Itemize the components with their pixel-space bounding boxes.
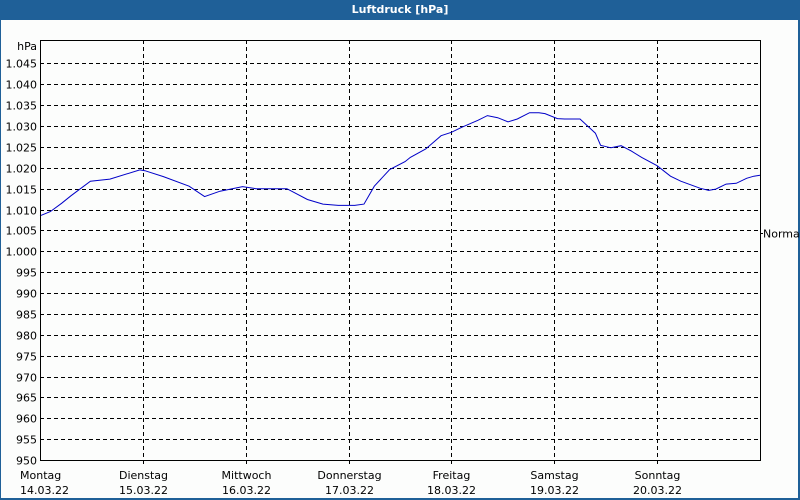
plot-frame bbox=[40, 40, 761, 461]
x-tick-date-label: 16.03.22 bbox=[222, 484, 271, 497]
x-axis-ticks: Montag 14.03.22 Dienstag 15.03.22 Mittwoch 16… bbox=[20, 469, 682, 497]
y-tick-label: 1.005 bbox=[6, 225, 38, 238]
normal-reference-marker: Normal bbox=[760, 228, 800, 241]
y-tick-label: 990 bbox=[16, 288, 37, 301]
grid-lines bbox=[40, 40, 760, 464]
y-tick-label: 950 bbox=[16, 455, 37, 468]
y-axis-ticks: 1.045 1.040 1.035 1.030 1.025 1.020 1.015 1.010… bbox=[6, 58, 38, 468]
y-tick-label: 985 bbox=[16, 309, 37, 322]
y-tick-label: 965 bbox=[16, 392, 37, 405]
y-tick-label: 995 bbox=[16, 267, 37, 280]
pressure-line bbox=[39, 112, 761, 217]
x-tick-day-label: Freitag bbox=[433, 469, 471, 482]
y-tick-label: 1.045 bbox=[6, 58, 38, 71]
x-tick-date-label: 14.03.22 bbox=[20, 484, 69, 497]
y-axis-unit-label: hPa bbox=[17, 40, 37, 53]
y-tick-label: 980 bbox=[16, 330, 37, 343]
y-tick-label: 970 bbox=[16, 372, 37, 385]
x-tick-day-label: Dienstag bbox=[119, 469, 168, 482]
y-tick-label: 1.025 bbox=[6, 142, 38, 155]
x-tick-day-label: Sonntag bbox=[635, 469, 681, 482]
x-tick-day-label: Montag bbox=[20, 469, 61, 482]
y-tick-label: 975 bbox=[16, 351, 37, 364]
normal-label: Normal bbox=[763, 228, 800, 241]
y-tick-label: 1.015 bbox=[6, 184, 38, 197]
y-tick-label: 1.000 bbox=[6, 246, 38, 259]
x-tick-day-label: Donnerstag bbox=[317, 469, 381, 482]
x-tick-date-label: 17.03.22 bbox=[325, 484, 374, 497]
y-tick-label: 1.040 bbox=[6, 79, 38, 92]
y-tick-label: 955 bbox=[16, 434, 37, 447]
x-tick-date-label: 18.03.22 bbox=[427, 484, 476, 497]
x-tick-date-label: 19.03.22 bbox=[530, 484, 579, 497]
y-tick-label: 1.010 bbox=[6, 205, 38, 218]
y-tick-label: 1.035 bbox=[6, 100, 38, 113]
y-tick-label: 960 bbox=[16, 413, 37, 426]
x-tick-date-label: 20.03.22 bbox=[633, 484, 682, 497]
y-tick-label: 1.030 bbox=[6, 121, 38, 134]
x-tick-date-label: 15.03.22 bbox=[119, 484, 168, 497]
y-tick-label: 1.020 bbox=[6, 163, 38, 176]
window-title: Luftdruck [hPa] bbox=[0, 0, 800, 20]
x-tick-day-label: Samstag bbox=[530, 469, 578, 482]
x-tick-day-label: Mittwoch bbox=[222, 469, 272, 482]
